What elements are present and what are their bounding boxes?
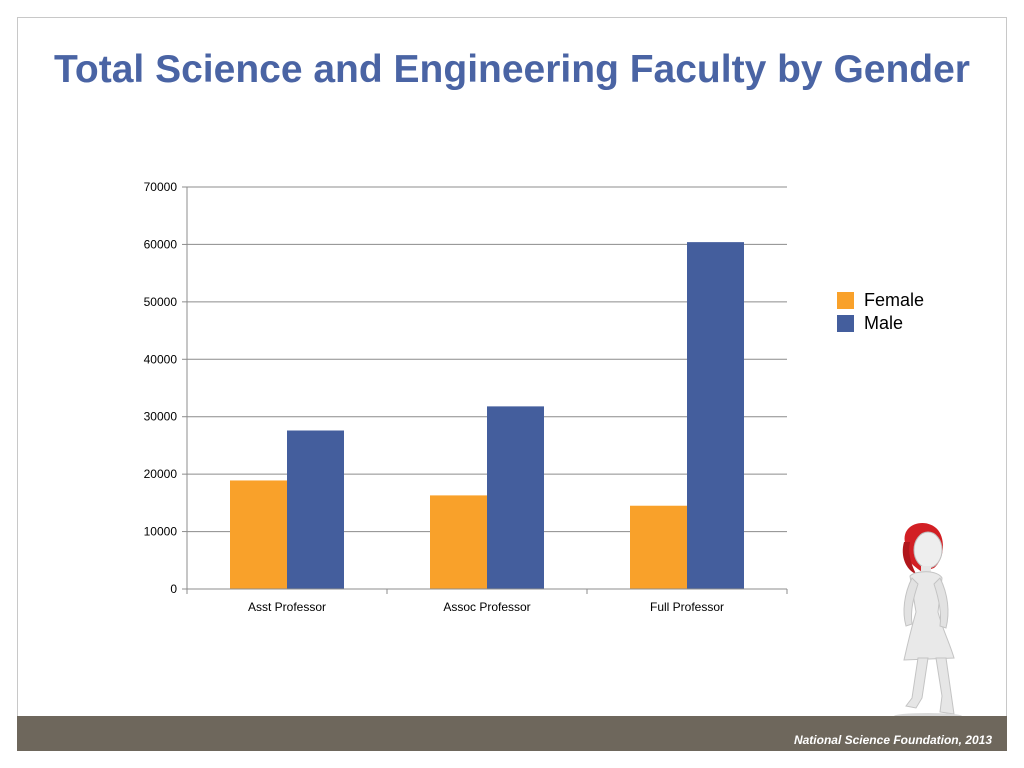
y-tick-label: 10000 — [144, 525, 178, 539]
legend-label-male: Male — [864, 313, 904, 333]
x-category-label: Full Professor — [650, 600, 724, 614]
bar-female-1 — [430, 495, 487, 589]
bar-female-2 — [630, 505, 687, 589]
bars — [230, 242, 744, 590]
footer-band: National Science Foundation, 2013 — [17, 716, 1007, 751]
x-axis-category-labels: Asst Professor Assoc Professor Full Profes… — [248, 600, 724, 614]
walking-woman-figure-icon — [894, 523, 962, 719]
chart-legend: Female Male — [837, 289, 924, 335]
y-tick-label: 50000 — [144, 295, 178, 309]
x-category-label: Asst Professor — [248, 600, 326, 614]
y-tick-label: 0 — [170, 582, 177, 596]
y-axis-tick-labels: 0 10000 20000 30000 40000 50000 60000 70000 — [144, 180, 178, 596]
y-tick-label: 30000 — [144, 410, 178, 424]
legend-swatch-male — [837, 315, 854, 332]
slide-title: Total Science and Engineering Faculty by… — [54, 48, 970, 91]
source-citation: National Science Foundation, 2013 — [793, 733, 992, 747]
legend-label-female: Female — [864, 290, 925, 310]
bar-male-1 — [487, 406, 544, 589]
x-category-label: Assoc Professor — [443, 600, 530, 614]
legend-item-male: Male — [837, 312, 924, 335]
bar-male-2 — [687, 242, 744, 590]
axes — [182, 186, 788, 594]
bar-female-0 — [230, 480, 287, 589]
legend-swatch-female — [837, 292, 854, 309]
y-tick-label: 20000 — [144, 467, 178, 481]
y-tick-label: 60000 — [144, 237, 178, 251]
slide-frame — [17, 17, 1007, 751]
y-tick-label: 40000 — [144, 352, 178, 366]
legend-item-female: Female — [837, 289, 924, 312]
y-tick-label: 70000 — [144, 180, 178, 194]
bar-male-0 — [287, 430, 344, 589]
